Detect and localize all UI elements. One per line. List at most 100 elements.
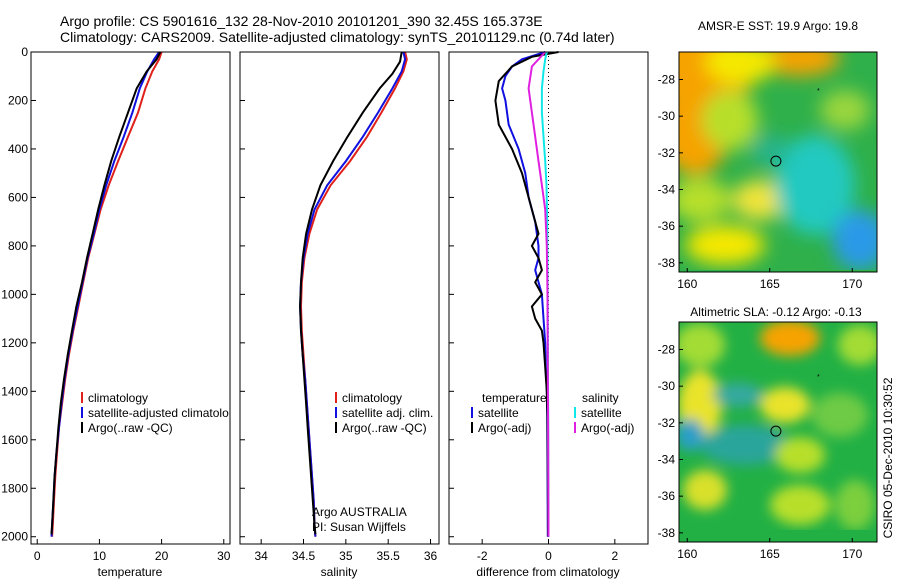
legend-entry-label: climatology [88,391,148,405]
salinity-panel: 34 34.5 35 35.5 36 salinity climatologysatel… [239,51,440,579]
sst-float-marker [770,155,782,167]
map-y-tick-label: -38 [658,256,676,270]
legend-entry-label: satellite adj. clim. [342,406,433,420]
y-tick-label: 1400 [1,384,28,398]
sla-map-frame [678,321,878,543]
temperature-axes-frame [30,51,231,545]
temperature-yticks: 0 200 400 600 800 1000 1200 1400 1600 1800 2000 [1,45,36,544]
temperature-panel: 0 200 400 600 800 1000 1200 1400 1600 1800 2000 0 1… [1,45,241,579]
difference-panel: -2 0 2 difference from climatology tempera… [448,51,649,579]
argo-australia-note: Argo AUSTRALIA [312,505,407,519]
salinity-xticks: 34 34.5 35 35.5 36 [254,539,438,563]
series-line-climatology [51,51,163,537]
legend-entry-label: satellite [581,406,622,420]
temperature-xlabel: temperature [98,565,163,579]
legend-entry-label: satellite [478,406,519,420]
legend-entry-label: Argo(-adj) [581,421,634,435]
salinity-axes-frame [239,51,440,545]
difference-series [494,51,559,537]
x-tick-label: 35.5 [377,549,401,563]
title-line-1: Argo profile: CS 5901616_132 28-Nov-2010… [60,13,543,29]
y-tick-label: 0 [21,45,28,59]
map-x-tick-label: 165 [760,547,780,561]
map-y-tick-label: -34 [658,453,676,467]
sst-float-track-mark: * [817,88,820,95]
title-line-2: Climatology: CARS2009. Satellite-adjuste… [60,29,615,45]
x-tick-label: 30 [217,549,231,563]
salinity-series [299,51,408,537]
x-tick-label: 36 [424,549,438,563]
map-x-tick-label: 160 [677,277,697,291]
x-tick-label: 10 [93,549,107,563]
legend-entry-label: climatology [342,391,402,405]
difference-legend: temperaturesatelliteArgo(-adj)salinitysa… [471,391,634,435]
sla-float-marker [770,425,782,437]
sla-heatmap [679,322,877,542]
sla-map-title: Altimetric SLA: -0.12 Argo: -0.13 [690,305,862,319]
x-tick-label: 20 [155,549,169,563]
y-tick-label: 1200 [1,336,28,350]
pi-note: PI: Susan Wijffels [312,520,406,534]
legend-entry-label: satellite-adjusted climatology [88,406,241,420]
map-x-tick-label: 170 [842,547,862,561]
sla-map: Altimetric SLA: -0.12 Argo: -0.13 * [658,305,878,561]
map-y-tick-label: -38 [658,526,676,540]
side-note: CSIRO 05-Dec-2010 10:30:52 [881,377,895,538]
x-tick-label: 34.5 [292,549,316,563]
sla-float-track-mark: * [817,374,820,381]
y-tick-label: 1800 [1,481,28,495]
sst-heatmap [679,52,877,272]
series-line-temperature-argo-adj- [494,51,559,537]
y-tick-label: 1000 [1,287,28,301]
series-line-satellite-adjusted-climatology [50,51,160,537]
series-line-climatology [299,51,408,537]
legend-entry-label: Argo(-adj) [478,421,531,435]
map-x-tick-label: 170 [842,277,862,291]
sla-xticks: 160 165 170 [677,538,863,561]
y-tick-label: 2000 [1,530,28,544]
y-tick-label: 200 [8,93,28,107]
legend-title-salinity: salinity [582,391,619,405]
map-x-tick-label: 160 [677,547,697,561]
sst-map-title: AMSR-E SST: 19.9 Argo: 19.8 [698,19,858,33]
map-y-tick-label: -28 [658,73,676,87]
difference-yticks-minor [449,51,454,538]
map-y-tick-label: -34 [658,183,676,197]
map-y-tick-label: -32 [658,416,676,430]
sst-map: AMSR-E SST: 19.9 Argo: 19.8 * 160 165 170 [658,19,878,291]
temperature-series [50,51,163,537]
sst-yticks: -28 -30 -32 -34 -36 -38 [658,73,683,270]
map-y-tick-label: -30 [658,379,676,393]
legend-title-temperature: temperature [482,391,547,405]
series-line-salinity-argo-adj- [527,51,550,537]
sla-yticks: -28 -30 -32 -34 -36 -38 [658,343,683,540]
map-y-tick-label: -28 [658,343,676,357]
x-tick-label: 35 [339,549,353,563]
map-y-tick-label: -36 [658,219,676,233]
temperature-xticks: 0 10 20 30 [34,539,231,563]
series-line-satellite-adj-clim- [299,51,407,537]
x-tick-label: 0 [34,549,41,563]
x-tick-label: -2 [477,549,488,563]
salinity-yticks-minor [240,51,245,538]
difference-xlabel: difference from climatology [476,565,619,579]
series-line-argo-raw-qc- [50,51,162,535]
x-tick-label: 34 [254,549,268,563]
salinity-xlabel: salinity [321,565,358,579]
map-y-tick-label: -36 [658,489,676,503]
x-tick-label: 2 [611,549,618,563]
series-line-argo-raw-qc- [299,51,403,535]
difference-xticks: -2 0 2 [477,539,618,563]
legend-entry-label: Argo(..raw -QC) [342,421,427,435]
sst-map-frame [678,51,878,273]
legend-entry-label: Argo(..raw -QC) [88,421,173,435]
map-x-tick-label: 165 [760,277,780,291]
map-y-tick-label: -32 [658,146,676,160]
x-tick-label: 0 [545,549,552,563]
map-y-tick-label: -30 [658,109,676,123]
y-tick-label: 1600 [1,433,28,447]
sst-xticks: 160 165 170 [677,268,863,291]
y-tick-label: 800 [8,239,28,253]
